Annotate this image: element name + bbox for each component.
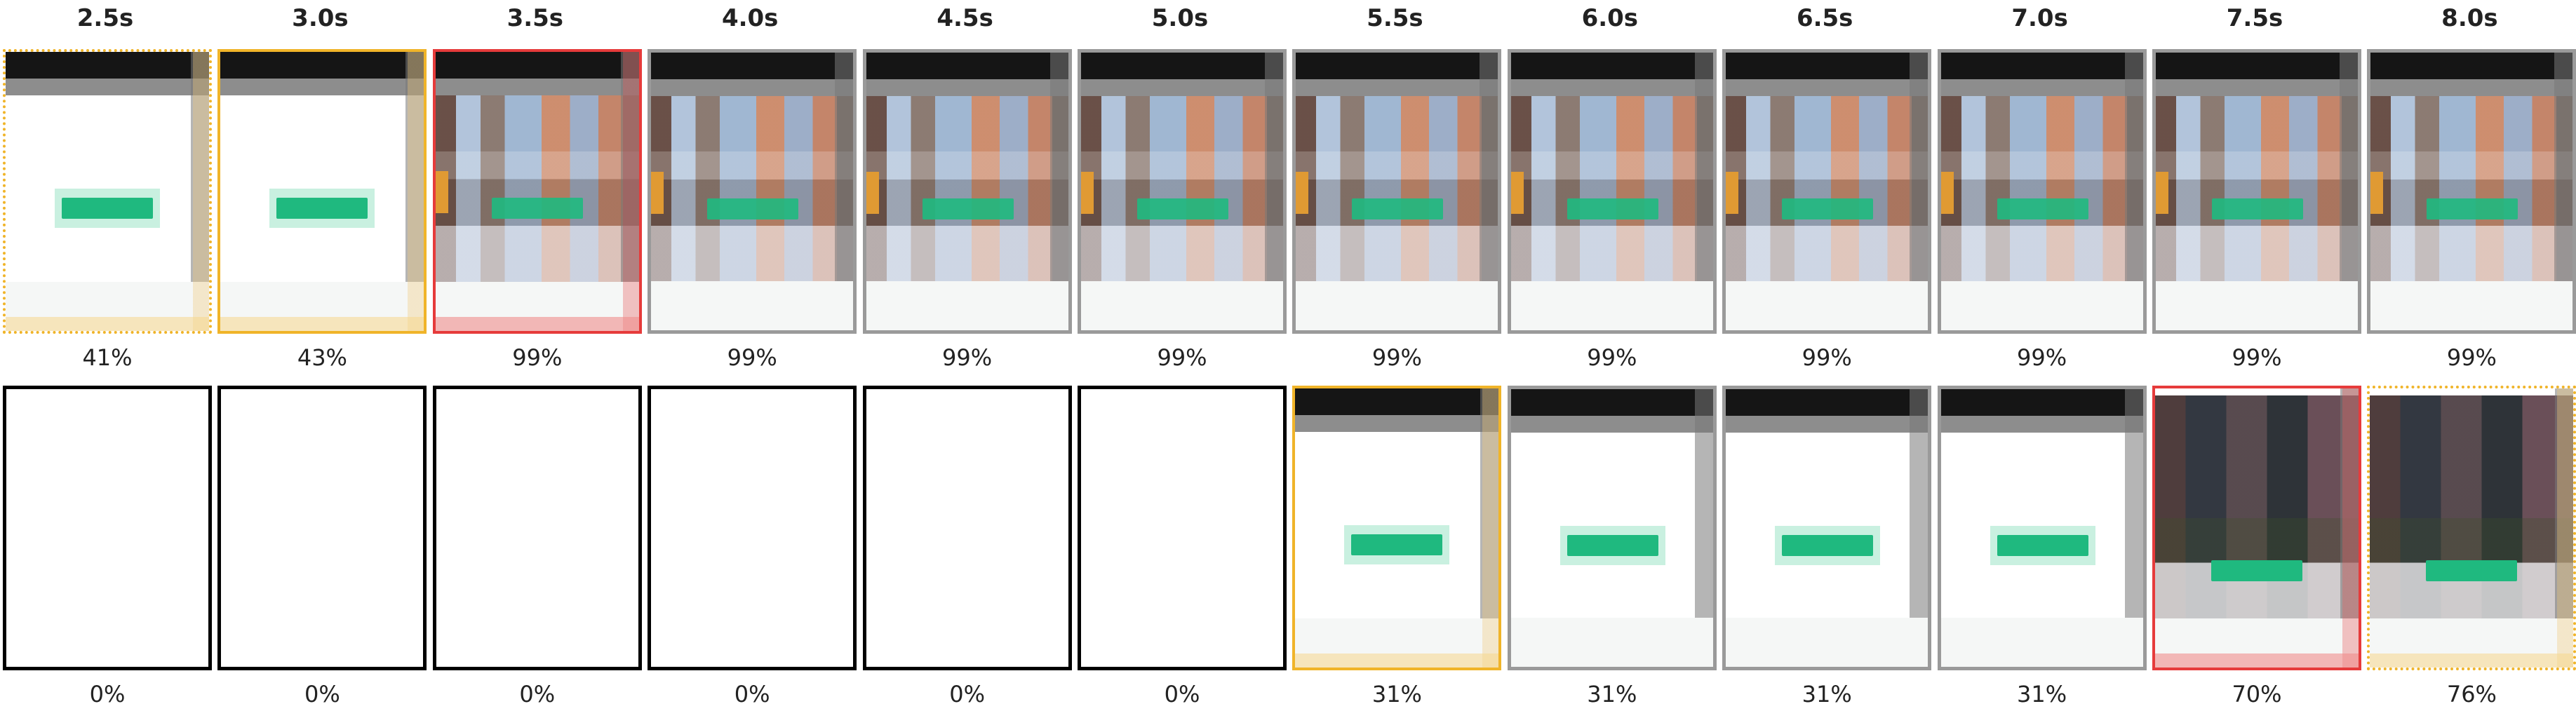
frame-screenshot bbox=[2370, 388, 2574, 668]
frame-thumbnail bbox=[1937, 49, 2147, 334]
highlight-overlay bbox=[1295, 653, 1499, 668]
frame-screenshot bbox=[1296, 53, 1498, 330]
highlight-overlay bbox=[220, 52, 424, 331]
frame-thumbnail bbox=[217, 49, 427, 334]
frame-screenshot bbox=[866, 53, 1068, 330]
frame-thumbnail bbox=[3, 386, 212, 670]
frame-screenshot bbox=[1510, 389, 1713, 667]
timestamp-label: 6.5s bbox=[1796, 4, 1853, 32]
visual-completeness-percent: 31% bbox=[1371, 681, 1422, 707]
frame-thumbnail bbox=[1507, 386, 1717, 670]
frame-screenshot bbox=[6, 389, 208, 667]
visual-completeness-percent: 41% bbox=[82, 344, 133, 371]
highlight-overlay bbox=[2155, 653, 2359, 668]
visual-completeness-percent: 99% bbox=[1157, 344, 1207, 371]
visual-completeness-percent: 99% bbox=[1371, 344, 1422, 371]
frame-screenshot bbox=[1510, 53, 1713, 330]
frame-thumbnail bbox=[1722, 386, 1932, 670]
highlight-overlay bbox=[435, 317, 639, 331]
frame-thumbnail bbox=[1078, 49, 1287, 334]
visual-completeness-percent: 0% bbox=[1164, 681, 1200, 707]
timestamp-label: 3.0s bbox=[292, 4, 349, 32]
timestamp-label: 4.5s bbox=[937, 4, 993, 32]
visual-completeness-percent: 31% bbox=[2017, 681, 2067, 707]
visual-completeness-percent: 99% bbox=[2017, 344, 2067, 371]
timestamp-label: 5.5s bbox=[1367, 4, 1423, 32]
highlight-overlay bbox=[435, 52, 639, 331]
frame-thumbnail bbox=[1507, 49, 1717, 334]
visual-completeness-percent: 99% bbox=[1802, 344, 1852, 371]
frame-thumbnail bbox=[432, 386, 642, 670]
visual-completeness-percent: 0% bbox=[304, 681, 340, 707]
frame-screenshot bbox=[1081, 389, 1283, 667]
timestamp-label: 5.0s bbox=[1151, 4, 1209, 32]
frame-thumbnail bbox=[1722, 49, 1932, 334]
frame-thumbnail bbox=[2367, 49, 2576, 334]
frame-thumbnail bbox=[862, 386, 1072, 670]
frame-screenshot bbox=[1726, 53, 1928, 330]
visual-completeness-percent: 31% bbox=[1587, 681, 1637, 707]
timestamp-label: 6.0s bbox=[1581, 4, 1639, 32]
frame-thumbnail bbox=[648, 386, 857, 670]
highlight-overlay bbox=[2370, 653, 2574, 668]
frame-thumbnail bbox=[862, 49, 1072, 334]
highlight-overlay bbox=[6, 317, 209, 331]
frame-screenshot bbox=[436, 389, 638, 667]
highlight-overlay bbox=[2370, 388, 2574, 668]
visual-completeness-percent: 0% bbox=[949, 681, 985, 707]
frame-thumbnail bbox=[432, 49, 642, 334]
frame-screenshot bbox=[651, 53, 854, 330]
highlight-overlay bbox=[1295, 388, 1499, 668]
visual-completeness-percent: 99% bbox=[942, 344, 993, 371]
frame-thumbnail bbox=[1078, 386, 1287, 670]
visual-completeness-percent: 0% bbox=[734, 681, 770, 707]
frame-screenshot bbox=[221, 389, 423, 667]
frame-screenshot bbox=[1940, 389, 2143, 667]
visual-completeness-percent: 99% bbox=[2232, 344, 2282, 371]
timestamp-label: 4.0s bbox=[721, 4, 779, 32]
visual-completeness-percent: 70% bbox=[2232, 681, 2282, 707]
visual-completeness-percent: 31% bbox=[1802, 681, 1852, 707]
visual-completeness-percent: 99% bbox=[1587, 344, 1637, 371]
frame-screenshot bbox=[866, 389, 1068, 667]
visual-completeness-percent: 76% bbox=[2446, 681, 2497, 707]
frame-screenshot bbox=[1940, 53, 2143, 330]
frame-thumbnail bbox=[3, 49, 212, 334]
frame-screenshot bbox=[435, 52, 639, 331]
timeline-header: 2.5s 3.0s 3.5s 4.0s 4.5s 5.0s 5.5s 6.0s 6.5s 7.0s… bbox=[0, 0, 2576, 42]
timestamp-label: 8.0s bbox=[2441, 4, 2498, 32]
frame-thumbnail bbox=[1292, 49, 1502, 334]
timestamp-label: 3.5s bbox=[507, 4, 564, 32]
frame-screenshot bbox=[2370, 53, 2573, 330]
timestamp-label: 2.5s bbox=[76, 4, 134, 32]
timestamp-label: 7.0s bbox=[2011, 4, 2068, 32]
frame-screenshot bbox=[1726, 389, 1928, 667]
frame-thumbnail bbox=[2152, 49, 2361, 334]
visual-completeness-percent: 99% bbox=[727, 344, 777, 371]
frame-screenshot bbox=[651, 389, 853, 667]
highlight-overlay bbox=[2155, 388, 2359, 668]
frame-thumbnail bbox=[217, 386, 427, 670]
highlight-overlay bbox=[220, 317, 424, 331]
frame-thumbnail bbox=[2152, 386, 2361, 670]
frame-thumbnail bbox=[1292, 386, 1502, 670]
timestamp-label: 7.5s bbox=[2226, 4, 2283, 32]
frame-screenshot bbox=[2155, 388, 2359, 668]
frame-thumbnail bbox=[1937, 386, 2147, 670]
visual-completeness-percent: 0% bbox=[519, 681, 556, 707]
frame-screenshot bbox=[1081, 53, 1283, 330]
visual-completeness-percent: 99% bbox=[512, 344, 563, 371]
frame-thumbnail bbox=[2367, 386, 2576, 670]
visual-completeness-percent: 99% bbox=[2446, 344, 2497, 371]
frame-screenshot bbox=[2156, 53, 2358, 330]
frame-thumbnail bbox=[648, 49, 857, 334]
visual-completeness-percent: 43% bbox=[297, 344, 347, 371]
highlight-overlay bbox=[6, 52, 209, 331]
visual-completeness-percent: 0% bbox=[89, 681, 126, 707]
